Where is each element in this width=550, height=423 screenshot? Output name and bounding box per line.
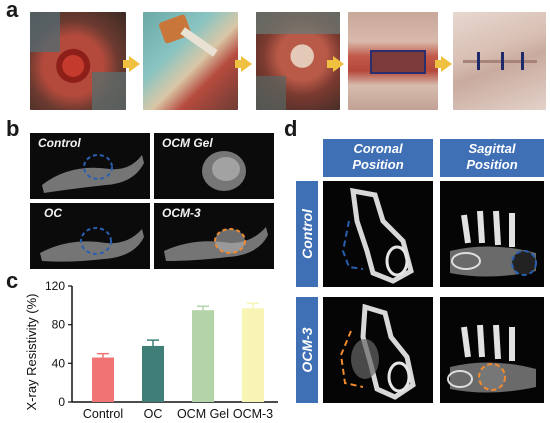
row-header-control-text: Control bbox=[299, 209, 315, 259]
x-tick-label: Control bbox=[83, 407, 123, 421]
xray-ocm-3: OCM-3 bbox=[154, 203, 274, 269]
ct-coronal-ocm-3 bbox=[323, 297, 433, 403]
row-header-ocm-3: OCM-3 bbox=[296, 297, 318, 403]
bar-ocm-gel bbox=[192, 310, 214, 402]
bar-oc bbox=[142, 345, 164, 402]
step-arrow bbox=[327, 56, 344, 72]
column-header-coronal-line2: Position bbox=[352, 157, 404, 172]
column-header-sagittal-line1: Sagittal bbox=[468, 141, 516, 156]
panel-label-b: b bbox=[6, 116, 20, 141]
column-header-coronal-line1: Coronal bbox=[353, 141, 403, 156]
y-tick-label: 120 bbox=[45, 279, 65, 293]
surgery-photo-filled bbox=[256, 12, 340, 110]
y-tick-label: 0 bbox=[58, 395, 65, 409]
surgery-photo-defect bbox=[30, 12, 126, 110]
xray-control: Control bbox=[30, 133, 150, 199]
surgery-photo-suture bbox=[348, 12, 438, 110]
xray-label-ocm-gel: OCM Gel bbox=[162, 136, 213, 150]
column-header-sagittal-line2: Position bbox=[466, 157, 518, 172]
ct-coronal-control bbox=[323, 181, 433, 287]
surgery-photo-injection bbox=[143, 12, 238, 110]
row-header-control: Control bbox=[296, 181, 318, 287]
bar-ocm-3 bbox=[242, 308, 264, 402]
column-header-coronal: Coronal Position bbox=[323, 139, 433, 177]
xray-label-ocm-3: OCM-3 bbox=[162, 206, 201, 220]
y-tick-label: 80 bbox=[52, 318, 66, 332]
panel-label-a: a bbox=[6, 0, 19, 22]
step-arrow bbox=[123, 56, 140, 72]
surgery-photo-closed bbox=[453, 12, 546, 110]
ct-sagittal-ocm-3 bbox=[440, 297, 544, 403]
ct-sagittal-control bbox=[440, 181, 544, 287]
x-tick-label: OCM Gel bbox=[177, 407, 229, 421]
step-arrow bbox=[235, 56, 252, 72]
xray-ocm-gel: OCM Gel bbox=[154, 133, 274, 199]
panel-label-d: d bbox=[284, 116, 298, 141]
xray-resistivity-chart: X-ray Resistivity (%) 0 40 80 120 Control OC O… bbox=[24, 279, 278, 421]
bar-control bbox=[92, 357, 114, 402]
row-header-ocm-3-text: OCM-3 bbox=[299, 327, 315, 373]
x-tick-label: OCM-3 bbox=[233, 407, 273, 421]
xray-label-control: Control bbox=[38, 136, 81, 150]
xray-label-oc: OC bbox=[44, 206, 62, 220]
xray-oc: OC bbox=[30, 203, 150, 269]
panel-label-c: c bbox=[6, 268, 19, 293]
column-header-sagittal: Sagittal Position bbox=[440, 139, 544, 177]
y-axis-label: X-ray Resistivity (%) bbox=[24, 293, 39, 410]
y-tick-label: 40 bbox=[52, 356, 66, 370]
step-arrow bbox=[435, 56, 452, 72]
x-tick-label: OC bbox=[144, 407, 163, 421]
